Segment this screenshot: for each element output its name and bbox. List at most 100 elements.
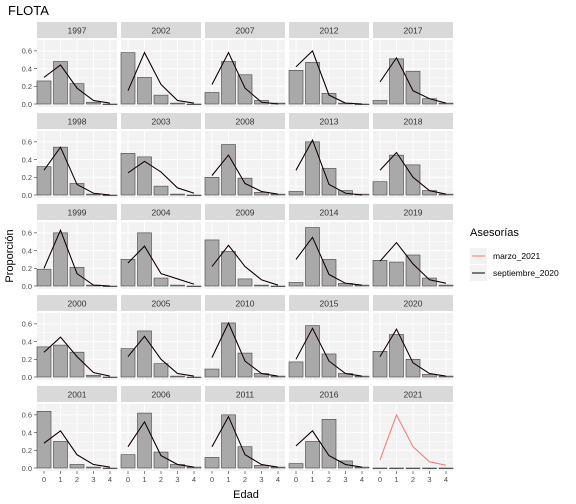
y-tick-label: 0.4 xyxy=(22,428,32,437)
bar xyxy=(204,239,220,287)
x-tick-label: 4 xyxy=(444,475,448,484)
bar xyxy=(137,330,152,378)
bar xyxy=(36,268,52,287)
y-axis-label: Proporción xyxy=(4,229,16,282)
bar xyxy=(102,194,118,196)
bar xyxy=(153,94,169,105)
facet-strip-label: 2017 xyxy=(404,26,423,36)
bar xyxy=(204,176,220,196)
facet-strip-label: 2021 xyxy=(404,390,423,400)
y-tick-label: 0.4 xyxy=(22,337,32,346)
series-line-marzo xyxy=(379,413,447,466)
bar xyxy=(170,375,185,378)
bar xyxy=(372,100,388,105)
facet-panel: 2014 xyxy=(288,204,370,289)
y-tick-label: 0.2 xyxy=(22,82,32,91)
facet-panel: 2013 xyxy=(288,113,370,198)
facet-strip xyxy=(373,204,453,220)
bar xyxy=(170,284,185,287)
bar xyxy=(221,414,236,469)
facet-strip-label: 2009 xyxy=(236,208,255,218)
series-line-septiembre xyxy=(127,420,195,468)
bar xyxy=(153,363,169,378)
bar xyxy=(86,193,101,196)
bar xyxy=(438,102,454,105)
series-line-septiembre xyxy=(127,51,195,104)
facet-panel: 2020 xyxy=(372,295,454,380)
bar xyxy=(36,166,52,196)
x-tick-label: 0 xyxy=(42,475,46,484)
bar xyxy=(120,454,136,469)
series-line-septiembre xyxy=(211,244,279,286)
facet-panel: 1998 0.0 0.2 0.4 0.6 xyxy=(22,113,118,200)
bar xyxy=(153,451,169,469)
bar xyxy=(254,465,269,469)
x-tick-label: 2 xyxy=(327,475,331,484)
facet-panel: 2003 xyxy=(120,113,202,198)
x-tick-label: 0 xyxy=(126,475,130,484)
y-tick-label: 0.6 xyxy=(22,229,32,238)
x-tick-label: 4 xyxy=(108,475,112,484)
series-line-septiembre xyxy=(211,154,279,195)
bar xyxy=(422,467,437,469)
bar xyxy=(254,192,269,196)
x-tick-label: 1 xyxy=(226,475,230,484)
y-tick-label: 0.2 xyxy=(22,355,32,364)
bar xyxy=(422,374,437,378)
x-tick-label: 3 xyxy=(343,475,347,484)
facet-strip xyxy=(205,295,285,311)
bar xyxy=(354,466,370,469)
x-tick-label: 0 xyxy=(210,475,214,484)
bar xyxy=(53,232,68,287)
facet-strip-label: 2008 xyxy=(236,117,255,127)
facet-panel: 2009 xyxy=(204,204,286,289)
y-tick-label: 0.4 xyxy=(22,246,32,255)
y-tick-label: 0.2 xyxy=(22,264,32,273)
x-tick-label: 2 xyxy=(159,475,163,484)
series-line-septiembre xyxy=(127,160,195,194)
facet-strip-label: 2012 xyxy=(320,26,339,36)
x-tick-label: 3 xyxy=(175,475,179,484)
bar xyxy=(186,285,202,287)
bar xyxy=(153,277,169,287)
facet-strip-label: 2010 xyxy=(236,299,255,309)
y-tick-label: 0.6 xyxy=(22,47,32,56)
bar xyxy=(237,446,253,469)
bar xyxy=(137,232,152,287)
facet-strip-label: 2003 xyxy=(152,117,171,127)
bar xyxy=(237,352,253,378)
facet-strip-label: 2000 xyxy=(68,299,87,309)
series-line-septiembre xyxy=(295,138,363,196)
bar xyxy=(270,375,286,378)
facet-strip xyxy=(289,204,369,220)
facet-panel: 2007 xyxy=(204,22,286,107)
facet-strip-label: 1998 xyxy=(68,117,87,127)
facet-strip-label: 2004 xyxy=(152,208,171,218)
bar xyxy=(389,334,404,378)
series-line-septiembre xyxy=(43,228,111,287)
facet-panel: 1997 0.0 0.2 0.4 0.6 xyxy=(22,22,118,109)
series-line-septiembre xyxy=(295,236,363,286)
facet-strip xyxy=(289,22,369,38)
bar xyxy=(170,102,185,105)
series-line-septiembre xyxy=(379,151,447,195)
x-tick-label: 2 xyxy=(75,475,79,484)
bar xyxy=(389,154,404,196)
series-line-septiembre xyxy=(295,327,363,377)
x-tick-label: 2 xyxy=(411,475,415,484)
bar xyxy=(438,284,454,287)
bar xyxy=(405,358,421,378)
facet-panel: 2012 xyxy=(288,22,370,107)
bar xyxy=(288,463,304,469)
series-line-septiembre xyxy=(379,56,447,104)
facet-panel: 2011 0 1 2 3 4 xyxy=(204,386,286,484)
facet-panel: 2006 0 1 2 3 4 xyxy=(120,386,202,484)
facet-strip xyxy=(289,295,369,311)
x-tick-label: 3 xyxy=(91,475,95,484)
series-line-septiembre xyxy=(43,146,111,196)
bar xyxy=(221,61,236,105)
legend: Asesorías marzo_2021 septiembre_2020 xyxy=(470,227,559,281)
facet-strip-label: 2020 xyxy=(404,299,423,309)
series-line-septiembre xyxy=(211,51,279,105)
